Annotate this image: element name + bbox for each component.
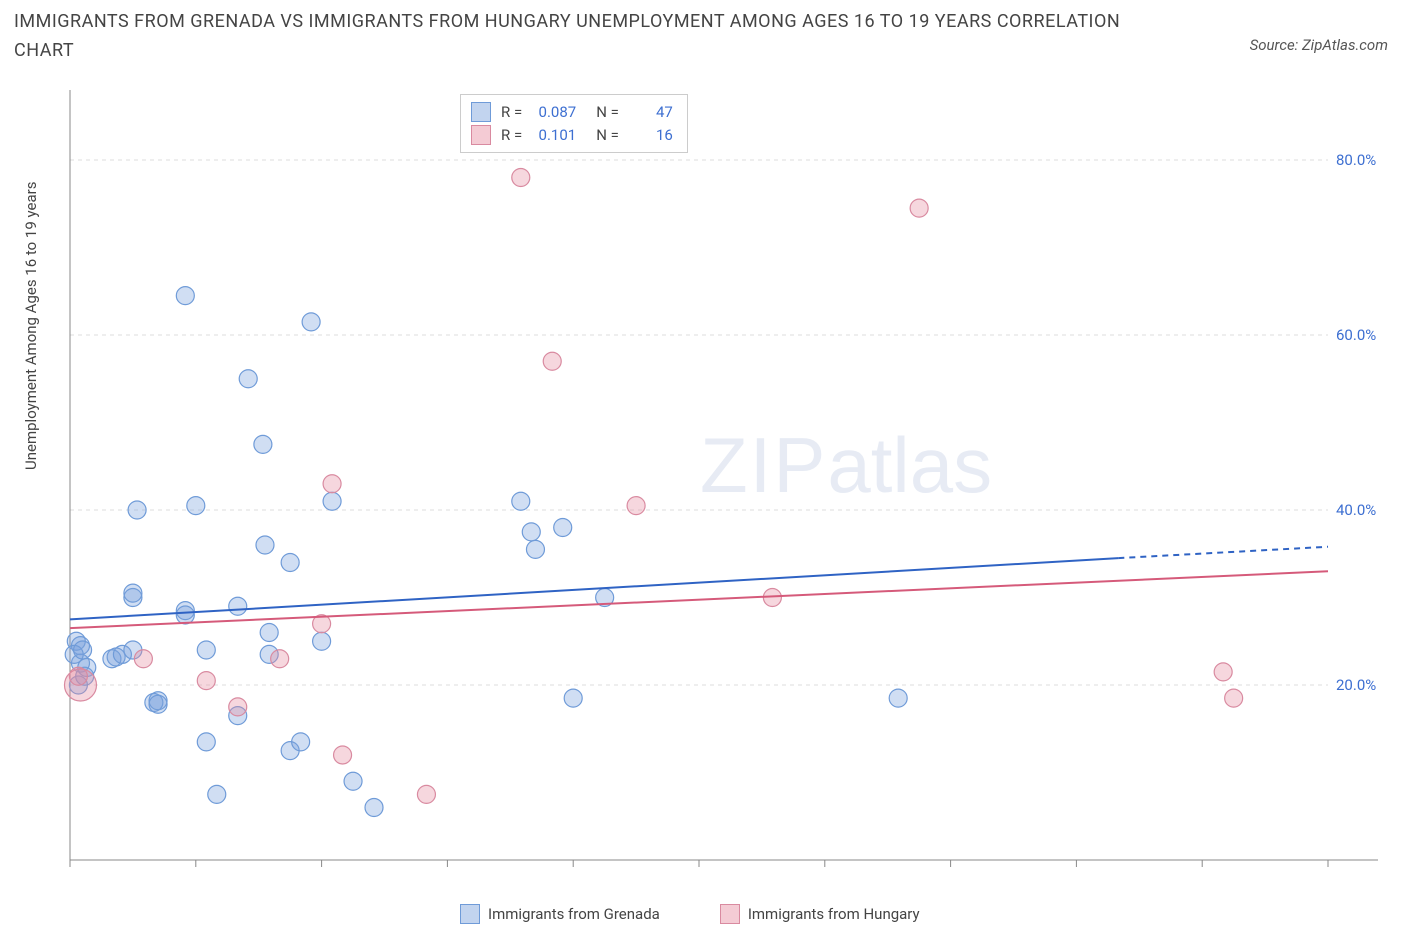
data-point: [128, 501, 146, 519]
data-point: [554, 519, 572, 537]
legend-n-value: 47: [629, 101, 673, 124]
data-point: [889, 689, 907, 707]
legend-r-label: R =: [501, 101, 522, 124]
data-point: [1225, 689, 1243, 707]
data-point: [302, 313, 320, 331]
legend-n-label: N =: [596, 101, 619, 124]
data-point: [627, 497, 645, 515]
legend-item: Immigrants from Grenada: [460, 904, 660, 924]
data-point: [134, 650, 152, 668]
data-point: [256, 536, 274, 554]
data-point: [260, 624, 278, 642]
data-point: [197, 672, 215, 690]
legend-label: Immigrants from Hungary: [748, 905, 920, 923]
data-point: [334, 746, 352, 764]
data-point: [323, 475, 341, 493]
data-point: [313, 632, 331, 650]
data-point: [344, 772, 362, 790]
legend-swatch: [471, 102, 491, 122]
data-point: [176, 606, 194, 624]
data-point: [229, 698, 247, 716]
legend-n-label: N =: [596, 124, 619, 147]
data-point: [526, 540, 544, 558]
scatter-plot: 20.0%40.0%60.0%80.0%0.0%6.0%: [58, 90, 1378, 870]
data-point: [69, 667, 87, 685]
legend-stats-row: R = 0.101 N = 16: [471, 124, 673, 147]
chart-title: IMMIGRANTS FROM GRENADA VS IMMIGRANTS FR…: [14, 8, 1126, 66]
legend-r-value: 0.101: [532, 124, 576, 147]
data-point: [292, 733, 310, 751]
trend-line: [70, 571, 1328, 628]
legend-r-value: 0.087: [532, 101, 576, 124]
data-point: [176, 287, 194, 305]
legend-n-value: 16: [629, 124, 673, 147]
legend-stats-row: R = 0.087 N = 47: [471, 101, 673, 124]
y-axis-title: Unemployment Among Ages 16 to 19 years: [22, 182, 40, 470]
data-point: [271, 650, 289, 668]
data-point: [323, 492, 341, 510]
data-point: [522, 523, 540, 541]
legend-r-label: R =: [501, 124, 522, 147]
trend-line-dashed: [1118, 547, 1328, 558]
data-point: [229, 597, 247, 615]
data-point: [512, 169, 530, 187]
plot-svg: 20.0%40.0%60.0%80.0%0.0%6.0%: [58, 90, 1378, 870]
data-point: [365, 799, 383, 817]
svg-text:80.0%: 80.0%: [1336, 151, 1376, 169]
data-point: [187, 497, 205, 515]
legend-swatch: [471, 125, 491, 145]
data-point: [417, 785, 435, 803]
bottom-legend: Immigrants from Grenada Immigrants from H…: [460, 904, 920, 924]
data-point: [149, 695, 167, 713]
data-point: [239, 370, 257, 388]
legend-stats-box: R = 0.087 N = 47 R = 0.101 N = 16: [460, 94, 688, 153]
data-point: [281, 554, 299, 572]
legend-item: Immigrants from Hungary: [720, 904, 920, 924]
svg-text:20.0%: 20.0%: [1336, 676, 1376, 694]
legend-label: Immigrants from Grenada: [488, 905, 660, 923]
data-point: [74, 641, 92, 659]
data-point: [543, 352, 561, 370]
source-label: Source: ZipAtlas.com: [1250, 36, 1388, 54]
legend-swatch: [720, 904, 740, 924]
data-point: [197, 641, 215, 659]
svg-text:60.0%: 60.0%: [1336, 326, 1376, 344]
data-point: [512, 492, 530, 510]
data-point: [254, 435, 272, 453]
data-point: [197, 733, 215, 751]
data-point: [124, 584, 142, 602]
data-point: [1214, 663, 1232, 681]
data-point: [208, 785, 226, 803]
svg-text:40.0%: 40.0%: [1336, 501, 1376, 519]
data-point: [910, 199, 928, 217]
legend-swatch: [460, 904, 480, 924]
data-point: [564, 689, 582, 707]
